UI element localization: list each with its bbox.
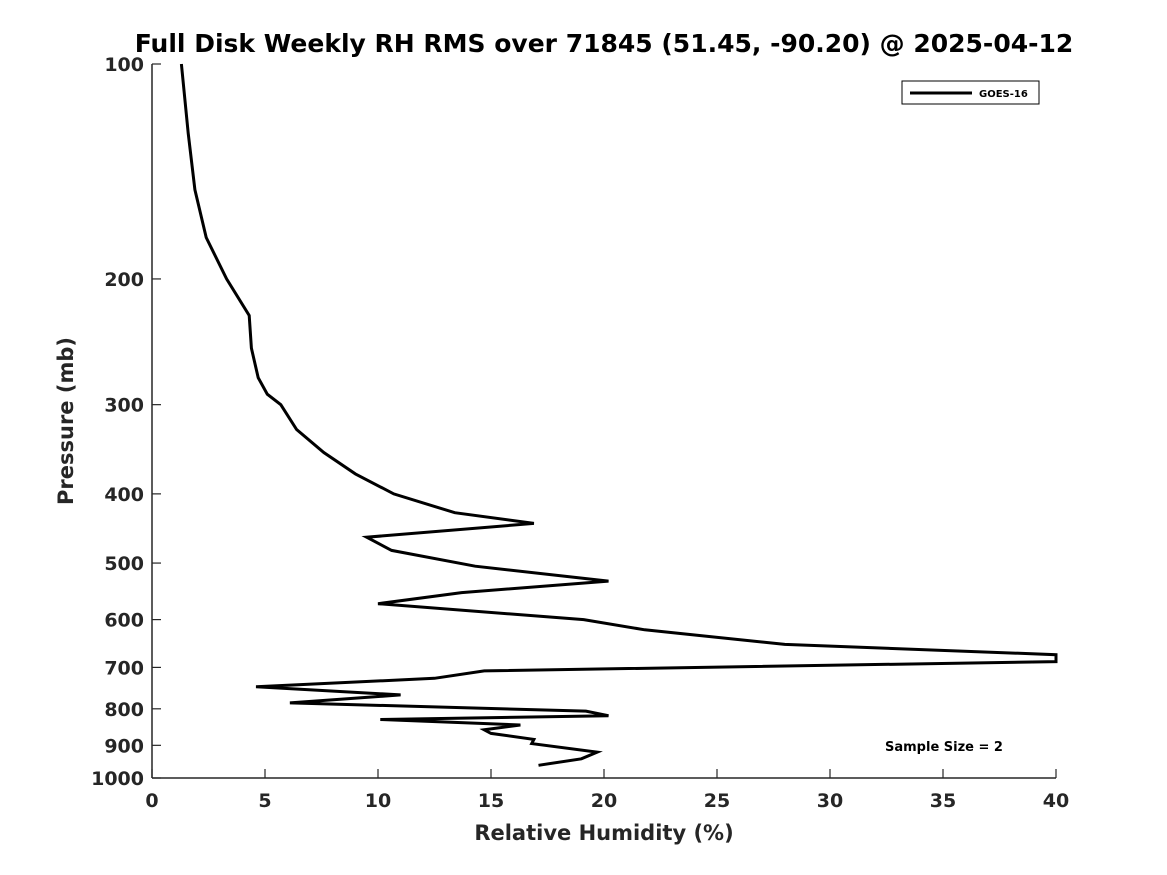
y-tick-label: 500 (104, 553, 144, 575)
plot-background (152, 64, 1056, 778)
y-tick-label: 1000 (91, 768, 144, 790)
y-axis-label: Pressure (mb) (54, 337, 78, 505)
legend-label-goes-16: GOES-16 (979, 89, 1028, 100)
x-tick-label: 25 (704, 790, 730, 812)
x-tick-label: 15 (478, 790, 504, 812)
series-line-goes-16 (179, 63, 1058, 767)
x-tick-label: 20 (591, 790, 617, 812)
x-tick-label: 5 (258, 790, 271, 812)
x-axis-ticks: 0 5 10 15 20 25 30 35 40 (145, 769, 1069, 812)
x-tick-label: 10 (365, 790, 391, 812)
chart-title: Full Disk Weekly RH RMS over 71845 (51.4… (135, 29, 1074, 58)
y-tick-label: 800 (104, 699, 144, 721)
x-tick-label: 0 (145, 790, 158, 812)
y-tick-label: 400 (104, 484, 144, 506)
series-layer (179, 63, 1058, 767)
y-tick-label: 900 (104, 735, 144, 757)
y-tick-label: 300 (104, 395, 144, 417)
x-axis-label: Relative Humidity (%) (474, 821, 733, 845)
legend: GOES-16 (901, 80, 1040, 105)
x-tick-label: 30 (817, 790, 843, 812)
y-tick-label: 600 (104, 610, 144, 632)
y-tick-label: 200 (104, 269, 144, 291)
y-axis-ticks: 100 200 300 400 500 600 700 800 900 1000 (91, 54, 161, 790)
plot-area: 0 5 10 15 20 25 30 35 40 100 200 300 400 500 600 700 80… (91, 54, 1069, 812)
y-tick-label: 700 (104, 657, 144, 679)
x-tick-label: 35 (930, 790, 956, 812)
x-tick-label: 40 (1043, 790, 1069, 812)
y-tick-label: 100 (104, 54, 144, 76)
sample-size-annotation: Sample Size = 2 (885, 740, 1003, 755)
